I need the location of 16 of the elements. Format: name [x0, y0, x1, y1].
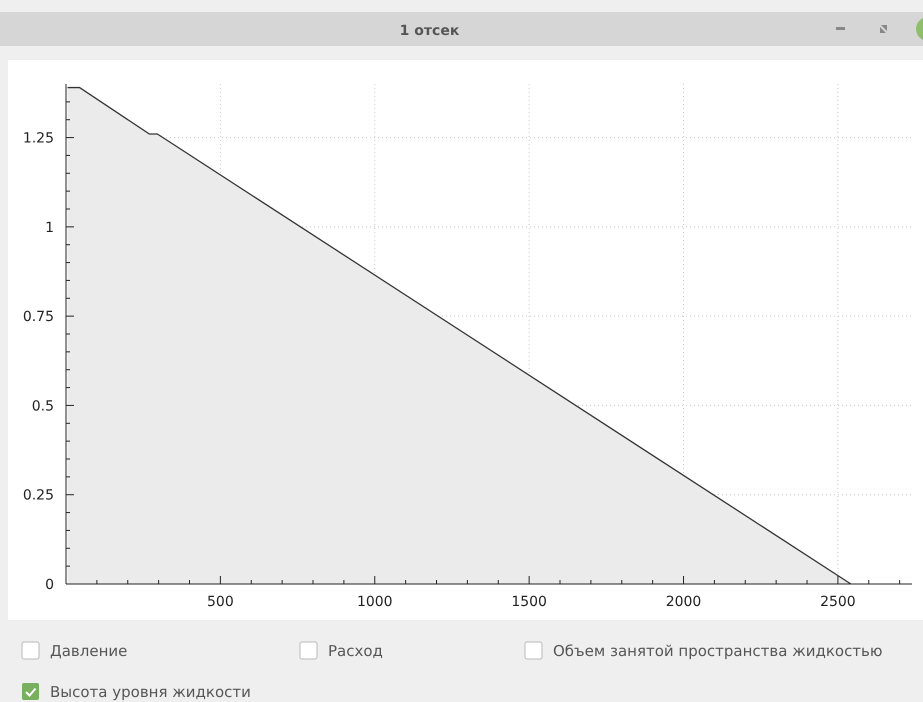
text: Давление	[50, 642, 128, 660]
text: Расход	[328, 642, 383, 660]
x-tick-label: 2500	[820, 594, 856, 610]
x-tick-label: 2000	[666, 594, 702, 610]
x-tick-label: 1500	[511, 594, 547, 610]
chart-title: 1 отсек	[400, 23, 460, 39]
y-tick-label: 1.25	[22, 130, 54, 147]
text: Высота уровня жидкости	[50, 683, 251, 701]
x-tick-label: 500	[207, 594, 234, 610]
text: Объем занятой пространства жидкостью	[553, 642, 883, 660]
y-tick-label: 0.25	[22, 488, 54, 504]
y-tick-label: 1	[45, 220, 54, 236]
y-tick-label: 0.75	[22, 309, 54, 326]
y-tick-label: 0.5	[32, 398, 54, 414]
y-tick-label: 0	[45, 577, 54, 593]
x-tick-label: 1000	[356, 594, 393, 610]
